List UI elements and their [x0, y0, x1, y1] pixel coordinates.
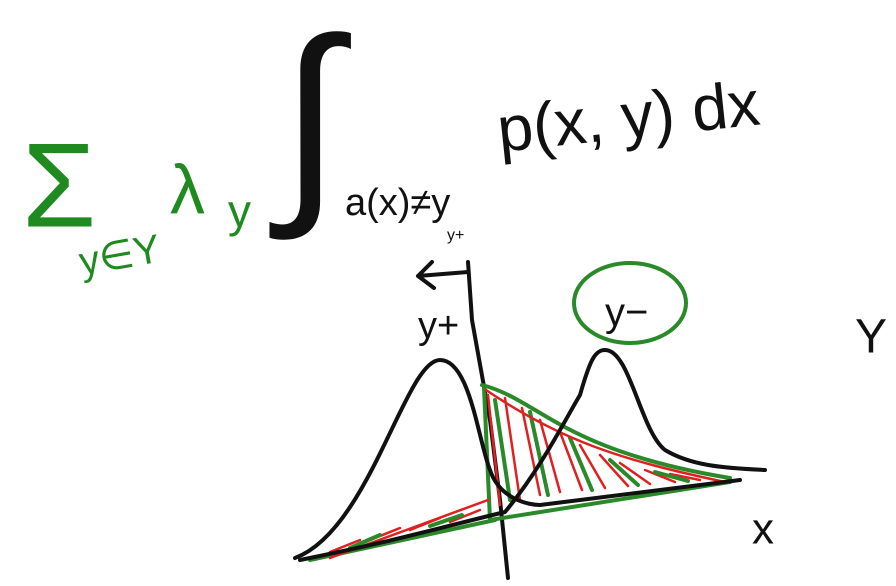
sum-sign: Σ [22, 119, 96, 253]
set-label: Y [855, 311, 887, 364]
weight: λ [170, 150, 205, 228]
left-distribution [293, 358, 742, 560]
threshold-arrow [416, 260, 470, 290]
class-right-label: y− [605, 291, 648, 335]
integral-domain: a(x)≠y [345, 182, 450, 224]
threshold-label: y+ [447, 227, 464, 244]
weight-subscript: y [228, 185, 251, 237]
axis-label: x [752, 505, 774, 554]
right-distribution [298, 348, 767, 562]
class-left-label: y+ [418, 305, 459, 347]
integral-sign: ∫ [269, 0, 351, 240]
class-circle [572, 261, 688, 345]
